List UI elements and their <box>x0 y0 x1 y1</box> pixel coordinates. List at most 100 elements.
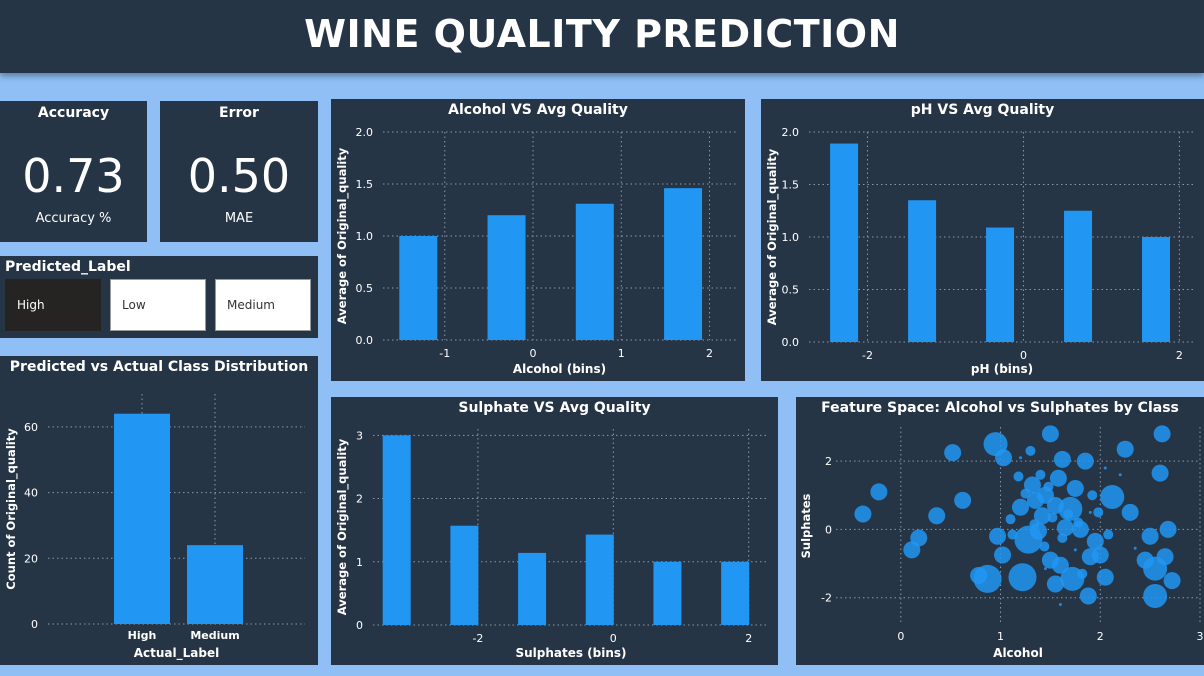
slicer-option-low[interactable]: Low <box>110 279 206 331</box>
scatter-point <box>994 546 1012 564</box>
scatter-point <box>1057 532 1068 543</box>
bar <box>114 413 170 624</box>
page-title: WINE QUALITY PREDICTION <box>304 12 900 56</box>
x-tick-label: 3 <box>1197 630 1204 643</box>
y-tick-label: 2 <box>825 455 832 468</box>
x-tick-label: High <box>128 629 157 642</box>
slicer-option-medium[interactable]: Medium <box>215 279 311 331</box>
bar <box>450 525 479 625</box>
bar <box>653 561 682 625</box>
scatter-point <box>1058 603 1062 607</box>
scatter-point <box>1156 548 1174 566</box>
sulphate-quality-panel: Sulphate VS Avg Quality 0 1 2 3 -2 0 2 Sulphate… <box>331 397 778 665</box>
scatter-point <box>1141 527 1159 545</box>
bar <box>399 236 438 340</box>
slicer-option-high[interactable]: High <box>5 279 101 331</box>
scatter-point <box>1011 498 1029 516</box>
scatter-point <box>1118 473 1122 477</box>
x-axis-label: Sulphates (bins) <box>515 646 626 660</box>
scatter-point <box>1066 479 1084 497</box>
y-tick-label: 2 <box>356 493 363 506</box>
scatter-point <box>1088 510 1092 514</box>
y-tick-label: 3 <box>356 429 363 442</box>
x-axis-label: Actual_Label <box>134 646 219 661</box>
y-tick-label: -2 <box>821 592 832 605</box>
x-tick-label: 1 <box>618 347 625 360</box>
scatter-point <box>1023 476 1041 494</box>
x-axis-label: Alcohol <box>993 646 1043 660</box>
scatter-point <box>1043 567 1047 571</box>
y-axis-label: Count of Original_quality <box>4 428 19 590</box>
feature-space-chart: -2 0 2 0 1 2 3 Alcohol Sulphates <box>799 425 1204 660</box>
bar <box>908 200 937 342</box>
scatter-point <box>1047 512 1058 523</box>
scatter-point <box>1039 541 1050 552</box>
bar <box>585 534 614 625</box>
accuracy-title: Accuracy <box>37 105 110 121</box>
scatter-point <box>1143 583 1168 608</box>
scatter-point <box>1020 488 1031 499</box>
slicer-option-label: Low <box>122 298 146 312</box>
scatter-point <box>1018 456 1022 460</box>
scatter-point <box>1043 481 1054 492</box>
accuracy-label: Accuracy % <box>35 211 112 226</box>
y-tick-label: 40 <box>24 487 38 500</box>
slicer-option-label: Medium <box>227 298 275 312</box>
accuracy-card: Accuracy 0.73 Accuracy % <box>0 101 147 242</box>
scatter-point <box>1121 503 1139 521</box>
y-tick-label: 1.5 <box>356 178 374 191</box>
alcohol-quality-chart: 0.0 0.5 1.0 1.5 2.0 -1 0 1 2 Alcohol (bins) Averag… <box>335 126 736 376</box>
error-card: Error 0.50 MAE <box>160 101 318 242</box>
bar <box>1064 210 1093 342</box>
x-tick-label: 0 <box>530 347 537 360</box>
error-title: Error <box>219 105 259 121</box>
x-tick-label: 0 <box>610 632 617 645</box>
y-tick-label: 1.0 <box>782 231 800 244</box>
y-tick-label: 2.0 <box>782 126 800 139</box>
bar <box>187 545 243 624</box>
scatter-point <box>1049 469 1067 487</box>
alcohol-quality-panel: Alcohol VS Avg Quality 0.0 0.5 1.0 1.5 2.0 -1… <box>331 99 745 381</box>
scatter-point <box>1063 509 1074 520</box>
x-tick-label: Medium <box>190 629 239 642</box>
scatter-point <box>1007 529 1018 540</box>
y-tick-label: 0 <box>356 619 363 632</box>
scatter-point <box>1151 464 1169 482</box>
slicer-option-label: High <box>17 298 45 312</box>
x-tick-label: 2 <box>745 632 752 645</box>
scatter-point <box>1103 466 1107 470</box>
feature-space-panel: Feature Space: Alcohol vs Sulphates by C… <box>796 397 1204 665</box>
x-tick-label: 0 <box>897 630 904 643</box>
chart-title: Alcohol VS Avg Quality <box>448 102 628 118</box>
header-bar: WINE QUALITY PREDICTION <box>0 0 1204 73</box>
y-axis-label: Average of Original_quality <box>335 438 350 615</box>
y-tick-label: 20 <box>24 552 38 565</box>
scatter-point <box>1163 572 1181 590</box>
bar <box>1142 237 1171 342</box>
scatter-point <box>1053 450 1071 468</box>
scatter-point <box>1025 445 1036 456</box>
scatter-point <box>989 527 1007 545</box>
y-tick-label: 1.5 <box>782 179 800 192</box>
scatter-point <box>954 491 972 509</box>
bar <box>382 435 411 625</box>
scatter-point <box>1035 469 1046 480</box>
y-tick-label: 1.0 <box>356 230 374 243</box>
x-tick-label: 2 <box>1097 630 1104 643</box>
scatter-point <box>854 505 872 523</box>
slicer-title: Predicted_Label <box>5 259 131 275</box>
scatter-point <box>1093 507 1104 518</box>
x-axis-label: Alcohol (bins) <box>513 362 606 376</box>
x-tick-label: 2 <box>706 347 713 360</box>
bar <box>518 552 547 625</box>
bar <box>575 203 614 340</box>
scatter-point <box>1046 575 1064 593</box>
scatter-point <box>1077 568 1088 579</box>
scatter-point <box>1005 514 1016 525</box>
scatter-point <box>1153 425 1171 443</box>
scatter-point <box>1086 532 1104 550</box>
scatter-point <box>1103 529 1114 540</box>
scatter-point <box>1041 425 1059 443</box>
class-distribution-chart: 0 20 40 60 High Medium Actual_Label Count of Or… <box>4 394 305 661</box>
chart-title: Sulphate VS Avg Quality <box>458 400 651 416</box>
